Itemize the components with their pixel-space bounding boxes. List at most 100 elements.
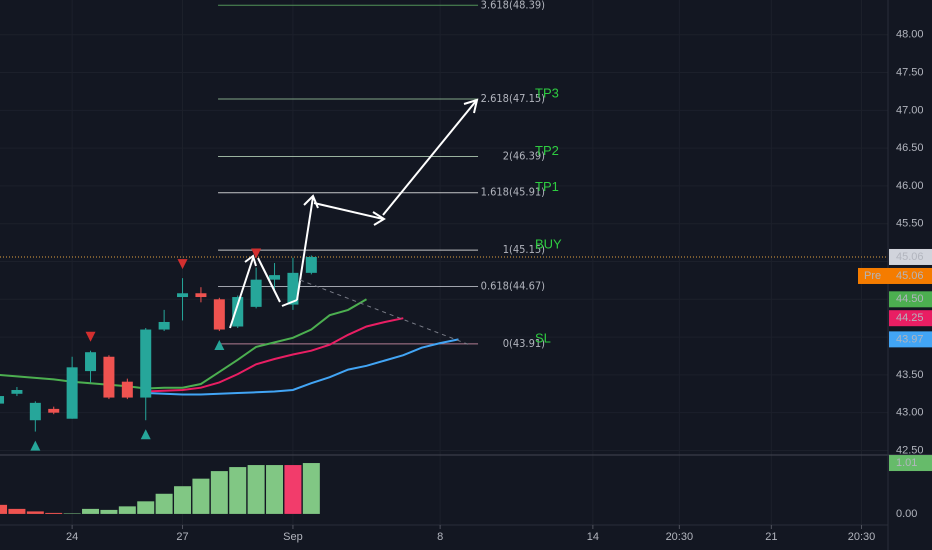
oscillator-bar: [192, 478, 210, 514]
target-label: TP3: [535, 85, 559, 100]
drawn-arrow: [296, 196, 314, 301]
pre-price: 45.06: [896, 270, 924, 282]
y-tick-label: 46.00: [896, 180, 924, 192]
arrow-head: [244, 254, 257, 267]
x-tick-label: 27: [176, 531, 188, 543]
oscillator-bar: [118, 506, 136, 514]
candle-body: [195, 293, 207, 298]
oscillator-bar: [137, 501, 155, 514]
oscillator-bar: [229, 467, 247, 514]
fib-label: 0.618(44.67): [481, 279, 546, 292]
oscillator-bar: [100, 509, 118, 514]
last-price-label: 45.06: [896, 251, 924, 263]
x-tick-label: 8: [437, 531, 443, 543]
moving-average: [0, 298, 367, 390]
drawn-arrow: [229, 257, 254, 329]
candle-body: [48, 408, 60, 413]
oscillator-bar: [174, 486, 192, 514]
y-tick-label: 43.50: [896, 369, 924, 381]
oscillator-bar: [302, 463, 320, 514]
x-tick-label: 14: [587, 531, 599, 543]
osc-tick-label: 0.00: [896, 508, 917, 520]
candle-body: [29, 402, 41, 421]
oscillator-bar: [284, 465, 302, 514]
osc-last-label-box: [889, 455, 932, 472]
candle-body: [0, 396, 5, 404]
candle-body: [269, 275, 281, 280]
pre-tag: Pre: [864, 270, 881, 282]
oscillator-bar: [45, 512, 63, 514]
oscillator-bar: [266, 465, 284, 514]
drawn-arrow: [257, 257, 281, 303]
pre-box: [858, 267, 932, 284]
x-tick-label: 20:30: [848, 531, 876, 543]
drawn-arrow: [281, 299, 298, 307]
target-label: TP1: [535, 179, 559, 194]
ma-price-label: 44.50: [896, 293, 924, 305]
buy-signal: [30, 440, 41, 451]
target-label: SL: [535, 330, 551, 345]
fib-label: 2(46.39): [503, 149, 545, 162]
sell-signal: [177, 259, 188, 270]
ma-price-label-box: [889, 331, 932, 348]
x-tick-label: 24: [66, 531, 78, 543]
y-tick-label: 45.50: [896, 218, 924, 230]
ma-price-label-box: [889, 291, 932, 308]
trend-line: [299, 279, 471, 346]
y-tick-label: 42.50: [896, 444, 924, 456]
fib-label: 3.618(48.39): [481, 0, 546, 11]
y-tick-label: 43.00: [896, 407, 924, 419]
candle-body: [66, 367, 78, 419]
drawn-arrow: [382, 100, 477, 216]
fib-label: 1.618(45.91): [481, 186, 546, 199]
fib-label: 2.618(47.15): [481, 92, 546, 105]
ma-price-label: 43.97: [896, 333, 924, 345]
oscillator-bar: [247, 465, 265, 514]
candle-body: [305, 256, 317, 273]
candle-body: [250, 279, 262, 307]
drawn-arrow: [313, 202, 384, 220]
oscillator-bar: [210, 471, 228, 514]
buy-signal: [214, 340, 225, 351]
oscillator-bar: [82, 508, 100, 514]
x-tick-label: 21: [765, 531, 777, 543]
candle-body: [11, 390, 23, 394]
x-tick-label: Sep: [283, 531, 303, 543]
ma-price-label: 44.25: [896, 312, 924, 324]
y-tick-label: 46.50: [896, 142, 924, 154]
buy-signal: [140, 429, 151, 440]
oscillator-bar: [0, 504, 8, 514]
x-tick-label: 20:30: [666, 531, 694, 543]
moving-average: [145, 338, 459, 396]
y-tick-label: 48.00: [896, 29, 924, 41]
candle-body: [177, 293, 189, 298]
y-tick-label: 47.50: [896, 66, 924, 78]
ma-price-label-box: [889, 310, 932, 327]
moving-average: [145, 317, 404, 393]
oscillator-bar: [63, 513, 81, 514]
last-price-label-box: [889, 248, 932, 265]
candle-body: [103, 356, 115, 398]
drawn-path: [229, 98, 479, 329]
candle-body: [140, 329, 152, 398]
candle-body: [158, 321, 170, 330]
oscillator-bar: [26, 511, 44, 514]
arrow-head: [463, 98, 479, 114]
plot-layer: 0(43.91) 0.618(44.67) 1(45.15) 1.618(45.91)…: [0, 0, 888, 451]
arrow-head: [372, 211, 386, 226]
fib-label: 1(45.15): [503, 243, 545, 256]
y-tick-label: 47.00: [896, 104, 924, 116]
candle-body: [85, 352, 97, 372]
candle-body: [213, 299, 225, 330]
candle-body: [121, 381, 133, 398]
osc-last-label: 1.01: [896, 457, 917, 469]
sell-signal: [251, 248, 262, 259]
oscillator-bar: [8, 508, 26, 514]
target-label: TP2: [535, 143, 559, 158]
sell-signal: [85, 331, 96, 342]
fib-label: 0(43.91): [503, 337, 545, 350]
target-label: BUY: [535, 237, 562, 252]
candle-body: [232, 297, 244, 327]
